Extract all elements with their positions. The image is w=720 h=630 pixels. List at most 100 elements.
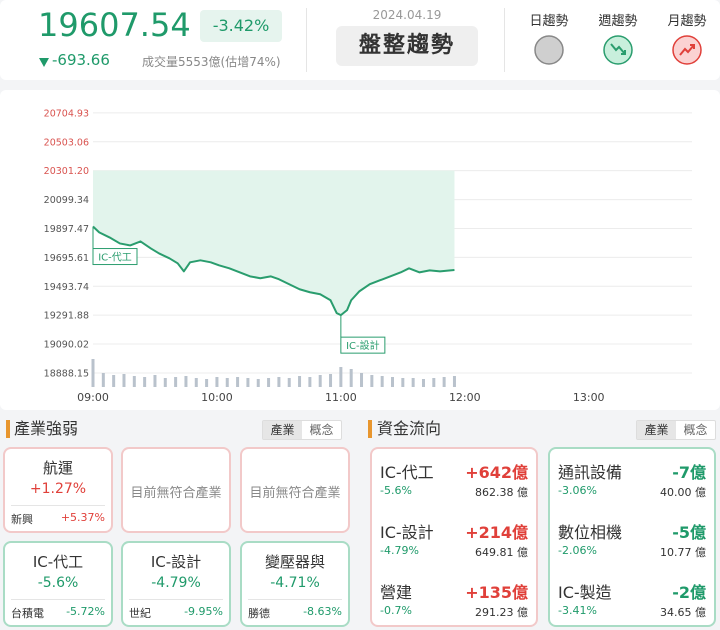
- industry-change: +1.27%: [29, 481, 87, 497]
- stock-name: 勝德: [248, 607, 270, 620]
- volume-bar: [287, 378, 291, 387]
- y-tick-label: 19695.61: [44, 253, 89, 264]
- flow-row[interactable]: IC-代工 +642億 -5.6% 862.38 億: [372, 449, 536, 509]
- area: [93, 170, 455, 316]
- volume-bar: [360, 373, 364, 387]
- flow-row[interactable]: 通訊設備 -7億 -3.06% 40.00 億: [550, 449, 714, 509]
- change-pct: -3.42%: [200, 10, 282, 42]
- tabs: 產業 概念: [636, 420, 716, 440]
- industry-change: -5.6%: [37, 575, 79, 591]
- flow-card: 通訊設備 -7億 -3.06% 40.00 億數位相機 -5億 -2.06% 10.77 億…: [548, 447, 716, 627]
- flow-name: IC-代工: [380, 463, 434, 482]
- index-value: 19607.54: [38, 6, 191, 44]
- volume-bar: [391, 377, 394, 387]
- industry-name: IC-代工: [32, 553, 84, 571]
- stock-change: -8.63%: [303, 605, 342, 618]
- annotation-box: [340, 336, 386, 354]
- industry-name: 變壓器與: [264, 553, 325, 571]
- flow-name: 營建: [380, 583, 413, 602]
- volume-bar: [91, 359, 95, 387]
- flow-row[interactable]: IC-製造 -2億 -3.41% 34.65 億: [550, 569, 714, 629]
- flow-row[interactable]: 營建 +135億 -0.7% 291.23 億: [372, 569, 536, 629]
- volume-bar: [329, 374, 333, 387]
- chart: 20704.93 20503.06 20301.20 20099.34 19897.47…: [44, 108, 692, 404]
- industry-card[interactable]: IC-代工 -5.6% 台積電 -5.72%: [3, 541, 113, 627]
- y-tick-label: 19897.47: [44, 224, 89, 235]
- y-tick-label: 19291.88: [44, 311, 89, 322]
- trend-label: 日趨勢: [529, 14, 569, 29]
- flow-amount: +214億: [465, 523, 528, 542]
- flow-volume: 10.77 億: [660, 546, 706, 559]
- volume-bar: [380, 376, 384, 387]
- volume-bar: [421, 379, 425, 387]
- volume-bar: [370, 375, 374, 387]
- y-tick-label: 20503.06: [44, 137, 89, 148]
- industry-name: 航運: [42, 459, 73, 477]
- tab[interactable]: 概念: [309, 423, 334, 437]
- flow-volume: 291.23 億: [475, 606, 528, 619]
- volume-bar: [277, 377, 281, 387]
- volume-bar: [205, 379, 209, 387]
- x-tick-label: 10:00: [201, 391, 233, 404]
- flow-change: -3.41%: [558, 604, 597, 617]
- flow-amount: -7億: [672, 463, 706, 482]
- flow-change: -5.6%: [380, 484, 412, 497]
- stock-name: 世紀: [129, 607, 151, 620]
- volume-bar: [112, 375, 116, 387]
- volume-text: 成交量5553億(估增74%): [142, 55, 281, 69]
- header: 19607.54 -3.42% -693.66 成交量5553億(估增74%) …: [0, 0, 720, 80]
- divider: [248, 599, 342, 600]
- tabs: 產業 概念: [262, 420, 342, 440]
- section-title: 產業強弱: [14, 419, 79, 438]
- flow-amount: -2億: [672, 583, 706, 602]
- divider: [504, 8, 505, 72]
- change: -693.66: [52, 51, 110, 69]
- industry-card[interactable]: IC-設計 -4.79% 世紀 -9.95%: [121, 541, 231, 627]
- y-tick-label: 19090.02: [44, 340, 89, 351]
- annotation-box: [92, 248, 138, 266]
- flow-row[interactable]: 數位相機 -5億 -2.06% 10.77 億: [550, 509, 714, 569]
- trend-icon: [603, 35, 633, 65]
- section-marker: [6, 420, 10, 438]
- flow-volume: 862.38 億: [475, 486, 528, 499]
- volume-bar: [442, 377, 446, 387]
- flow-name: IC-設計: [380, 523, 434, 542]
- industry-card[interactable]: 目前無符合產業: [121, 447, 231, 533]
- tab[interactable]: 概念: [683, 423, 708, 437]
- x-tick-label: 13:00: [573, 391, 605, 404]
- tab[interactable]: 產業: [637, 421, 676, 439]
- x-tick-label: 12:00: [449, 391, 481, 404]
- flow-amount: +135億: [465, 583, 528, 602]
- volume-bar: [308, 377, 312, 387]
- volume-bar: [153, 375, 157, 387]
- volume-bar: [194, 378, 198, 387]
- annotation-text: IC-代工: [98, 252, 132, 264]
- flow-volume: 649.81 億: [475, 546, 528, 559]
- volume-bar: [132, 376, 136, 387]
- flow-name: 通訊設備: [558, 463, 623, 482]
- industry-card[interactable]: 變壓器與 -4.71% 勝德 -8.63%: [240, 541, 350, 627]
- price-line: [92, 225, 455, 317]
- volume-bar: [401, 378, 405, 387]
- industry-card[interactable]: 航運 +1.27% 新興 +5.37%: [3, 447, 113, 533]
- volume-bar: [225, 378, 229, 387]
- trend-label: 週趨勢: [598, 14, 638, 29]
- flow-volume: 34.65 億: [660, 606, 706, 619]
- stock-change: -5.72%: [66, 605, 105, 618]
- volume-bar: [163, 378, 167, 387]
- section-marker: [368, 420, 372, 438]
- flow-change: -3.06%: [558, 484, 597, 497]
- divider: [306, 8, 307, 72]
- volume-bar: [318, 375, 322, 387]
- flow-name: IC-製造: [558, 583, 612, 602]
- industry-card[interactable]: 目前無符合產業: [240, 447, 350, 533]
- stock-change: +5.37%: [60, 511, 105, 524]
- flow-row[interactable]: IC-設計 +214億 -4.79% 649.81 億: [372, 509, 536, 569]
- flow-amount: +642億: [465, 463, 528, 482]
- divider: [11, 599, 105, 600]
- volume-bar: [339, 367, 343, 387]
- volume-bar: [452, 376, 456, 387]
- tab[interactable]: 產業: [263, 421, 302, 439]
- volume-bar: [267, 378, 271, 387]
